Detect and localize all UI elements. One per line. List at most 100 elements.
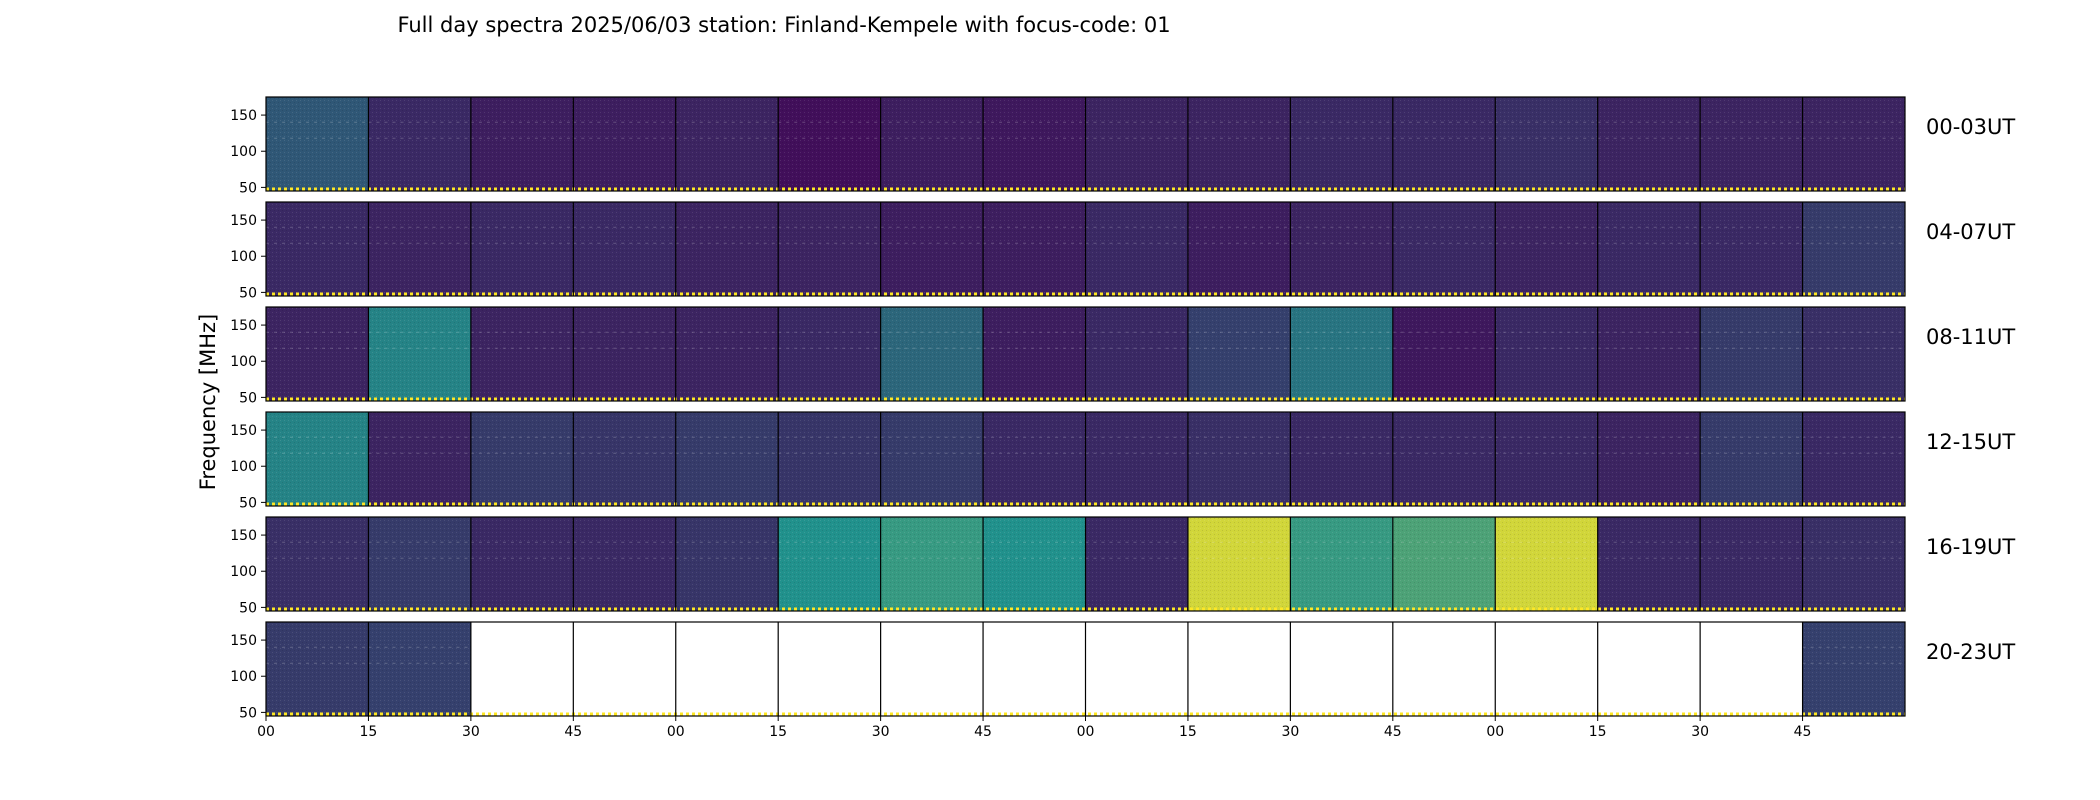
spectrum-texture bbox=[1290, 97, 1393, 191]
spectrum-texture bbox=[1802, 412, 1905, 506]
spectrum-texture bbox=[1597, 202, 1701, 296]
empty-panel bbox=[778, 622, 881, 716]
empty-panel bbox=[573, 622, 676, 716]
spectrum-texture bbox=[1597, 307, 1701, 401]
x-tick-label: 00 bbox=[1077, 724, 1095, 740]
spectrum-texture bbox=[1290, 517, 1393, 611]
spectrum-texture bbox=[1085, 412, 1188, 506]
x-tick-label: 00 bbox=[667, 724, 685, 740]
spectrum-texture bbox=[573, 97, 676, 191]
spectrum-texture bbox=[983, 412, 1086, 506]
spectrum-texture bbox=[880, 412, 984, 506]
spectrum-texture bbox=[1700, 307, 1803, 401]
spectrum-texture bbox=[1700, 517, 1803, 611]
spectrum-texture bbox=[675, 202, 779, 296]
spectrum-texture bbox=[880, 97, 984, 191]
spectrum-texture bbox=[1392, 517, 1496, 611]
spectrum-row: 50 100 150 12-15UT bbox=[230, 411, 2015, 511]
spectrum-texture bbox=[266, 622, 369, 716]
spectrum-texture bbox=[1290, 202, 1393, 296]
spectrum-texture bbox=[1495, 97, 1598, 191]
spectrum-texture bbox=[1495, 517, 1598, 611]
spectrum-texture bbox=[266, 412, 369, 506]
spectrum-texture bbox=[1802, 307, 1905, 401]
empty-panel bbox=[880, 622, 984, 716]
spectrum-texture bbox=[1085, 97, 1188, 191]
row-label: 08-11UT bbox=[1926, 325, 2015, 349]
y-tick-label: 100 bbox=[230, 459, 257, 475]
spectrum-texture bbox=[573, 517, 676, 611]
x-tick-label: 00 bbox=[257, 724, 275, 740]
row-label: 12-15UT bbox=[1926, 430, 2015, 454]
y-axis-label: Frequency [MHz] bbox=[196, 314, 220, 490]
row-frame bbox=[265, 201, 1906, 297]
spectrum-texture bbox=[573, 202, 676, 296]
spectrum-texture bbox=[1085, 307, 1188, 401]
spectrum-row: 50 100 150 08-11UT bbox=[230, 306, 2015, 406]
empty-panel bbox=[470, 622, 574, 716]
spectrum-texture bbox=[470, 307, 574, 401]
spectrum-texture bbox=[1495, 412, 1598, 506]
x-tick-label: 45 bbox=[564, 724, 582, 740]
y-tick-label: 50 bbox=[239, 705, 257, 721]
spectrum-texture bbox=[368, 202, 471, 296]
spectrum-texture bbox=[368, 622, 471, 716]
spectrum-texture bbox=[1802, 622, 1905, 716]
spectrum-texture bbox=[470, 97, 574, 191]
spectrum-texture bbox=[266, 517, 369, 611]
spectrum-texture bbox=[880, 202, 984, 296]
y-tick-label: 150 bbox=[230, 318, 257, 334]
y-tick-label: 100 bbox=[230, 144, 257, 160]
empty-panel bbox=[1290, 622, 1393, 716]
spectrum-texture bbox=[266, 307, 369, 401]
empty-panel bbox=[983, 622, 1086, 716]
spectrum-texture bbox=[470, 517, 574, 611]
spectrum-texture bbox=[266, 202, 369, 296]
x-tick-label: 30 bbox=[462, 724, 480, 740]
spectrum-texture bbox=[675, 412, 779, 506]
empty-panel bbox=[1187, 622, 1291, 716]
spectrum-texture bbox=[1187, 97, 1291, 191]
empty-panel bbox=[1597, 622, 1701, 716]
spectrum-texture bbox=[1802, 202, 1905, 296]
empty-panel bbox=[1700, 622, 1803, 716]
spectrum-texture bbox=[1290, 307, 1393, 401]
x-tick-label: 45 bbox=[1384, 724, 1402, 740]
y-tick-label: 50 bbox=[239, 390, 257, 406]
spectrum-texture bbox=[1187, 202, 1291, 296]
spectrum-texture bbox=[983, 97, 1086, 191]
x-tick-label: 15 bbox=[769, 724, 787, 740]
y-tick-label: 150 bbox=[230, 633, 257, 649]
spectrum-texture bbox=[1597, 412, 1701, 506]
row-label: 00-03UT bbox=[1926, 115, 2015, 139]
y-tick-label: 50 bbox=[239, 285, 257, 301]
spectra-rows: 50 100 150 00-03UT 50 100 150 04-07UT 50 100 150 08… bbox=[230, 96, 2015, 721]
x-axis: 00 15 30 45 00 15 30 45 00 15 30 45 00 15 30 45 bbox=[257, 716, 1811, 740]
row-label: 16-19UT bbox=[1926, 535, 2015, 559]
y-tick-label: 150 bbox=[230, 213, 257, 229]
spectrum-texture bbox=[675, 307, 779, 401]
x-tick-label: 00 bbox=[1486, 724, 1504, 740]
spectrum-texture bbox=[368, 307, 471, 401]
spectrum-texture bbox=[983, 307, 1086, 401]
spectrum-texture bbox=[778, 202, 881, 296]
spectrum-texture bbox=[778, 412, 881, 506]
y-tick-label: 50 bbox=[239, 180, 257, 196]
row-frame bbox=[265, 96, 1906, 192]
spectrum-texture bbox=[573, 307, 676, 401]
spectrum-texture bbox=[1187, 412, 1291, 506]
y-tick-label: 50 bbox=[239, 600, 257, 616]
spectrum-texture bbox=[778, 517, 881, 611]
x-tick-label: 15 bbox=[1589, 724, 1607, 740]
x-tick-label: 15 bbox=[360, 724, 378, 740]
empty-panel bbox=[1392, 622, 1496, 716]
y-tick-label: 100 bbox=[230, 564, 257, 580]
y-tick-label: 100 bbox=[230, 354, 257, 370]
y-tick-label: 100 bbox=[230, 669, 257, 685]
spectrum-texture bbox=[1392, 202, 1496, 296]
x-tick-label: 45 bbox=[1794, 724, 1812, 740]
spectrum-texture bbox=[880, 307, 984, 401]
spectrum-texture bbox=[1700, 202, 1803, 296]
empty-panel bbox=[1085, 622, 1188, 716]
spectrum-texture bbox=[470, 412, 574, 506]
